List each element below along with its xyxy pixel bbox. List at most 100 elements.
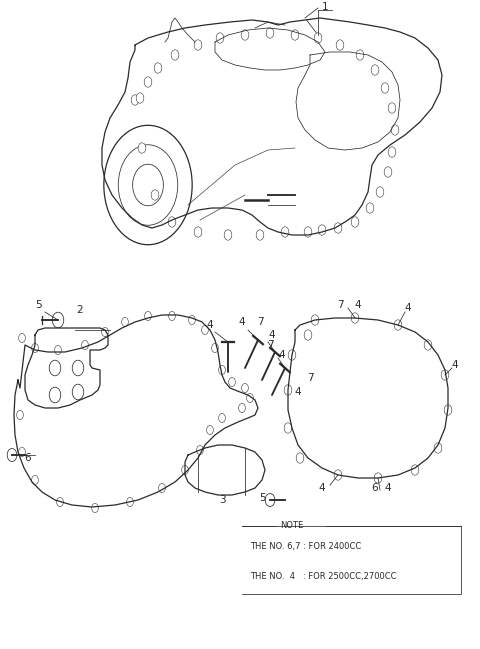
Circle shape [388,103,396,113]
Text: 4: 4 [269,330,276,340]
Circle shape [411,465,419,475]
Circle shape [55,345,61,354]
Circle shape [334,223,342,233]
Circle shape [371,65,379,75]
Text: 5: 5 [259,493,265,503]
Circle shape [52,312,64,328]
Circle shape [384,167,392,177]
Circle shape [318,225,326,235]
Circle shape [374,473,382,484]
Circle shape [239,404,245,413]
Circle shape [17,410,24,419]
Circle shape [168,312,175,321]
Circle shape [154,63,162,73]
Circle shape [351,217,359,227]
Circle shape [57,497,63,506]
Circle shape [194,227,202,237]
Circle shape [356,50,364,60]
Circle shape [304,330,312,340]
Circle shape [281,227,289,237]
Circle shape [394,320,402,330]
Circle shape [296,453,304,463]
Circle shape [304,227,312,237]
Circle shape [288,350,296,360]
Circle shape [334,470,342,480]
Circle shape [136,93,144,103]
Circle shape [311,315,319,325]
Text: 4: 4 [239,317,245,327]
Circle shape [144,312,151,321]
Text: 6: 6 [372,483,378,493]
Circle shape [19,447,25,456]
Circle shape [366,202,374,213]
Circle shape [181,465,188,474]
Circle shape [241,384,248,393]
Text: 4: 4 [295,387,301,397]
Circle shape [102,328,108,337]
Text: 4: 4 [405,303,411,313]
Circle shape [32,476,38,485]
Circle shape [444,405,452,415]
Circle shape [127,497,133,506]
Text: 5: 5 [35,300,41,310]
Circle shape [158,484,165,493]
Circle shape [376,187,384,197]
Text: 7: 7 [267,340,273,350]
Circle shape [391,125,399,135]
Circle shape [351,313,359,323]
Circle shape [247,393,253,402]
Circle shape [381,83,389,93]
Text: 4: 4 [452,360,458,370]
Circle shape [424,340,432,350]
Circle shape [202,325,208,334]
Circle shape [284,422,292,433]
Text: 4: 4 [384,483,391,493]
Text: 2: 2 [77,305,84,315]
Text: 6: 6 [24,453,31,463]
Circle shape [131,95,139,105]
Circle shape [216,33,224,43]
Circle shape [388,147,396,157]
Text: 4: 4 [355,300,361,310]
Circle shape [336,40,344,50]
Text: 4: 4 [319,483,325,493]
Circle shape [241,30,249,40]
Text: 4: 4 [207,320,213,330]
Circle shape [7,448,17,461]
Circle shape [212,343,218,352]
Circle shape [32,343,38,352]
Circle shape [189,315,195,324]
Circle shape [168,217,176,227]
Circle shape [197,445,204,454]
Text: 7: 7 [257,317,264,327]
Circle shape [284,385,292,395]
Circle shape [218,413,226,422]
Text: 4: 4 [279,350,285,360]
Circle shape [441,370,449,380]
Text: NOTE: NOTE [280,521,303,530]
Circle shape [171,50,179,60]
Circle shape [224,230,232,240]
Text: 7: 7 [307,373,313,383]
Circle shape [144,77,152,87]
Circle shape [206,426,213,435]
Circle shape [121,317,128,326]
Circle shape [265,493,275,506]
Circle shape [266,28,274,38]
Circle shape [434,443,442,453]
Circle shape [256,230,264,240]
Circle shape [291,30,299,40]
Circle shape [218,365,226,374]
Text: 7: 7 [336,300,343,310]
Text: 1: 1 [322,2,328,12]
Text: 3: 3 [219,495,225,505]
Text: THE NO. 6,7 : FOR 2400CC: THE NO. 6,7 : FOR 2400CC [250,542,361,550]
Circle shape [138,143,146,153]
Circle shape [151,190,159,200]
Text: THE NO.  4   : FOR 2500CC,2700CC: THE NO. 4 : FOR 2500CC,2700CC [250,572,396,582]
Circle shape [228,378,235,387]
Circle shape [92,504,98,513]
Circle shape [194,40,202,50]
Circle shape [82,341,88,350]
Circle shape [314,33,322,43]
